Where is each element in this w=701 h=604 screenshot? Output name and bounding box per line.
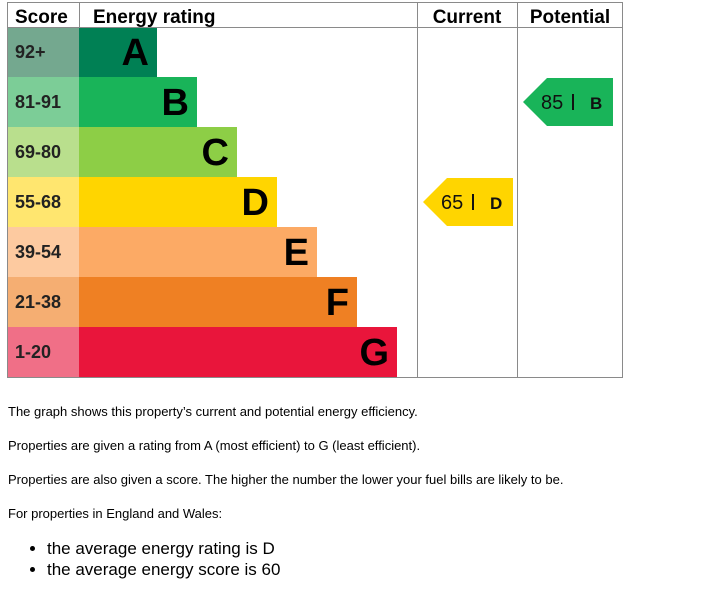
score-range-d: 55-68: [15, 192, 61, 212]
average-list: the average energy rating is D the avera…: [8, 538, 688, 580]
rating-letter-g: G: [359, 332, 389, 374]
score-range-f: 21-38: [15, 292, 61, 312]
potential-header: Potential: [530, 7, 610, 28]
chart-frame: [7, 2, 623, 378]
rating-letter-a: A: [122, 32, 149, 74]
potential-score-separator: [572, 94, 574, 110]
score-range-a: 92+: [15, 42, 46, 62]
band-layer: 92+ A 81-91 B 69-80 C 55-68 D 39-54 E 21-38 F 1-20 G: [7, 27, 397, 377]
score-cell-f: [7, 277, 79, 327]
score-range-g: 1-20: [15, 342, 51, 362]
notes-line-1: The graph shows this property’s current …: [8, 404, 418, 419]
current-rating-arrow: [423, 178, 513, 226]
score-header: Score: [15, 7, 68, 28]
average-score-item: the average energy score is 60: [47, 559, 688, 580]
rating-letter-d: D: [242, 182, 269, 224]
current-score-separator: [472, 194, 474, 210]
potential-score-value: 85: [541, 92, 563, 114]
score-cell-e: [7, 227, 79, 277]
rating-letter-f: F: [326, 282, 349, 324]
notes-line-2: Properties are given a rating from A (mo…: [8, 438, 421, 453]
notes-line-4: For properties in England and Wales:: [8, 506, 223, 521]
score-range-e: 39-54: [15, 242, 61, 262]
score-cell-d: [7, 177, 79, 227]
energy-rating-header: Energy rating: [93, 7, 215, 28]
score-cell-c: [7, 127, 79, 177]
arrow-layer: 65 D 85 B: [423, 78, 613, 226]
score-range-b: 81-91: [15, 92, 61, 112]
score-cell-b: [7, 77, 79, 127]
energy-rating-chart: 92+ A81-91 B69-80 C55-68 D39-54 E21-38 F1-20 G …: [7, 2, 623, 378]
rating-bar-f: [79, 277, 357, 327]
potential-rating-letter: B: [590, 94, 602, 113]
rating-bar-g: [79, 327, 397, 377]
rating-bar-e: [79, 227, 317, 277]
rating-bar-b: [79, 77, 197, 127]
score-cell-a: [7, 27, 79, 77]
explanation-text: The graph shows this property’s current …: [8, 395, 688, 580]
score-cell-g: [7, 327, 79, 377]
chart-border: [7, 2, 623, 378]
current-rating-letter: D: [490, 194, 502, 213]
rating-letter-b: B: [162, 82, 189, 124]
current-header: Current: [433, 7, 502, 28]
current-score-value: 65: [441, 192, 463, 214]
rating-bar-a: [79, 27, 157, 77]
potential-rating-arrow: [523, 78, 613, 126]
rating-letter-e: E: [284, 232, 309, 274]
rating-letter-c: C: [202, 132, 229, 174]
rating-bar-d: [79, 177, 277, 227]
average-rating-item: the average energy rating is D: [47, 538, 688, 559]
score-range-c: 69-80: [15, 142, 61, 162]
notes-line-3: Properties are also given a score. The h…: [8, 472, 564, 487]
rating-bar-c: [79, 127, 237, 177]
